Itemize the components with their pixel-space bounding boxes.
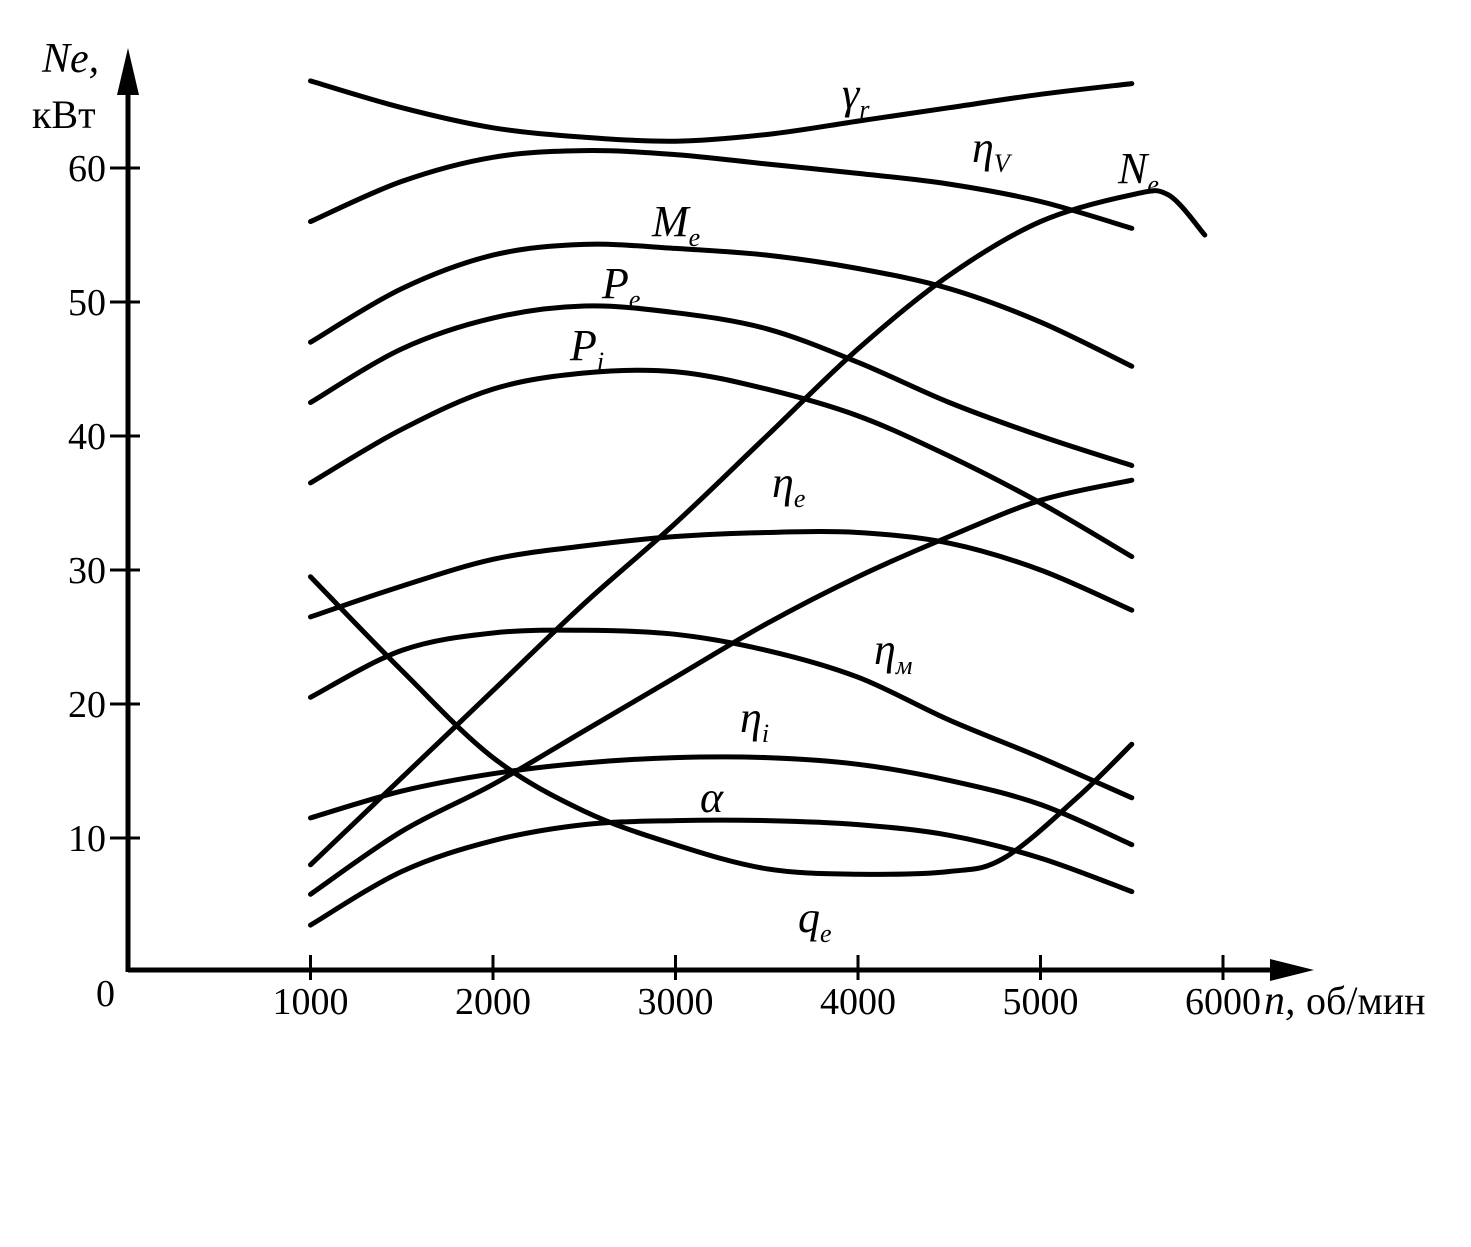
x-tick-label-1000: 1000	[273, 981, 349, 1023]
curve-p-e	[308, 303, 1135, 468]
y-tick-label-30: 30	[68, 550, 106, 592]
curve-gamma-r	[308, 78, 1135, 144]
curve-label-eta-i: ηi	[740, 693, 769, 748]
curve-label-q-e: qe	[798, 893, 832, 948]
curves-group	[308, 78, 1208, 928]
y-axis-title-var: Ne,	[41, 36, 99, 82]
y-tick-label-60: 60	[68, 148, 106, 190]
y-tick-label-10: 10	[68, 818, 106, 860]
curve-label-n-e: Ne	[1117, 144, 1159, 199]
x-axis-title-var: n,	[1264, 978, 1296, 1024]
curve-label-eta-e: ηe	[772, 458, 805, 513]
y-axis-title-unit: кВт	[32, 92, 96, 137]
x-tick-label-4000: 4000	[820, 981, 896, 1023]
x-axis-arrow	[1270, 959, 1314, 981]
curve-alpha	[308, 574, 1135, 877]
y-axis-arrow	[117, 48, 139, 95]
curve-label-p-i: Pi	[569, 321, 604, 376]
curve-eta-e	[308, 529, 1135, 620]
x-tick-label-2000: 2000	[455, 981, 531, 1023]
curve-label-p-e: Pe	[601, 259, 640, 314]
curve-label-gamma-r: γr	[842, 69, 870, 124]
x-tick-label-6000: 6000	[1185, 981, 1261, 1023]
curve-eta-m	[308, 627, 1135, 801]
y-tick-label-40: 40	[68, 416, 106, 458]
x-tick-label-3000: 3000	[638, 981, 714, 1023]
curve-m-e	[308, 241, 1135, 369]
curve-label-eta-v: ηV	[972, 123, 1013, 178]
ticks-group: 10 20 30 40 50 60 1000 2000 3000 4000 5000 6000	[68, 148, 1261, 1023]
curve-eta-v	[308, 148, 1135, 231]
y-tick-label-50: 50	[68, 282, 106, 324]
curve-unlabeled	[308, 477, 1135, 897]
curve-label-eta-m: ηм	[874, 625, 912, 680]
curve-label-m-e: Me	[651, 197, 700, 252]
curve-q-e	[308, 817, 1135, 928]
x-axis-title-unit: об/мин	[1306, 978, 1426, 1023]
x-tick-label-5000: 5000	[1003, 981, 1079, 1023]
origin-label: 0	[96, 973, 115, 1015]
y-tick-label-20: 20	[68, 684, 106, 726]
curve-eta-i	[308, 754, 1135, 848]
curve-p-i	[308, 367, 1135, 560]
curve-label-alpha: α	[700, 773, 724, 822]
curve-n-e	[308, 188, 1208, 868]
